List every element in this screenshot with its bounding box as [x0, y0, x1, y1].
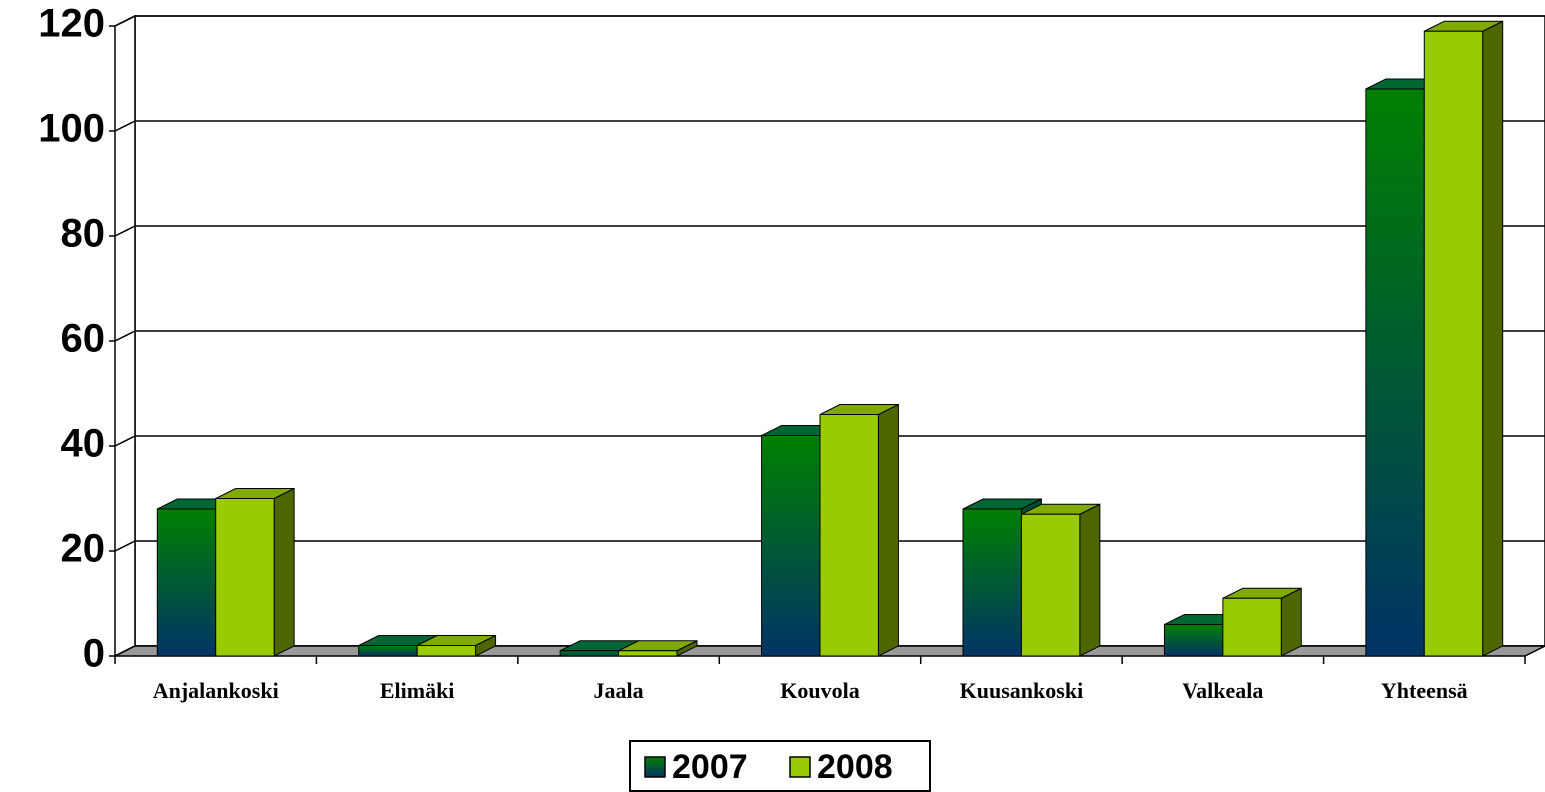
bar-front: [761, 435, 821, 657]
bar: [1423, 20, 1504, 657]
x-tick-label: Valkeala: [1182, 678, 1263, 703]
x-tick-label: Yhteensä: [1381, 678, 1468, 703]
y-tick-label: 40: [61, 422, 106, 466]
bar: [618, 639, 698, 657]
bar-side: [877, 403, 899, 657]
bar: [215, 487, 295, 657]
bar: [819, 403, 899, 657]
grid-line: [114, 225, 136, 237]
bar-front: [1222, 597, 1282, 657]
legend-label: 2007: [672, 748, 748, 786]
legend-swatch: [789, 756, 811, 778]
bar-front: [416, 645, 477, 657]
bar-side: [1079, 503, 1101, 657]
x-tick-label: Kuusankoski: [960, 678, 1084, 703]
bar-front: [962, 508, 1022, 657]
legend-box: [629, 740, 931, 792]
y-tick-label: 100: [38, 107, 105, 151]
bar-front: [215, 498, 275, 657]
bar-front: [1423, 30, 1484, 657]
grid-line: [114, 330, 136, 342]
y-tick-label: 20: [61, 527, 106, 571]
bar: [1020, 503, 1101, 657]
bar-front: [559, 650, 620, 657]
legend-label: 2008: [817, 748, 893, 786]
bar-front: [156, 508, 217, 657]
x-tick-label: Anjalankoski: [153, 678, 279, 703]
bar-front: [1365, 88, 1425, 657]
bar-side: [1280, 587, 1302, 657]
bar: [1222, 587, 1302, 657]
grid-line: [114, 15, 136, 27]
bar: [416, 634, 497, 657]
y-tick-label: 0: [83, 632, 105, 676]
grid-line: [114, 435, 136, 447]
bar-front: [819, 414, 879, 657]
x-tick-label: Kouvola: [780, 678, 859, 703]
y-tick-label: 120: [38, 2, 105, 46]
bar-side: [273, 487, 295, 657]
grid-line: [114, 540, 136, 552]
x-tick-label: Jaala: [594, 678, 644, 703]
legend-swatch: [644, 756, 666, 778]
bar-front: [1020, 513, 1081, 657]
x-tick-label: Elimäki: [380, 678, 455, 703]
grid-line: [114, 120, 136, 132]
legend: 2007 2008: [629, 740, 931, 792]
y-tick-label: 80: [61, 212, 106, 256]
bar-front: [618, 650, 678, 657]
bar-front: [358, 645, 418, 657]
bar-side: [1482, 20, 1504, 657]
bar-front: [1163, 624, 1224, 657]
y-tick-label: 60: [61, 317, 106, 361]
